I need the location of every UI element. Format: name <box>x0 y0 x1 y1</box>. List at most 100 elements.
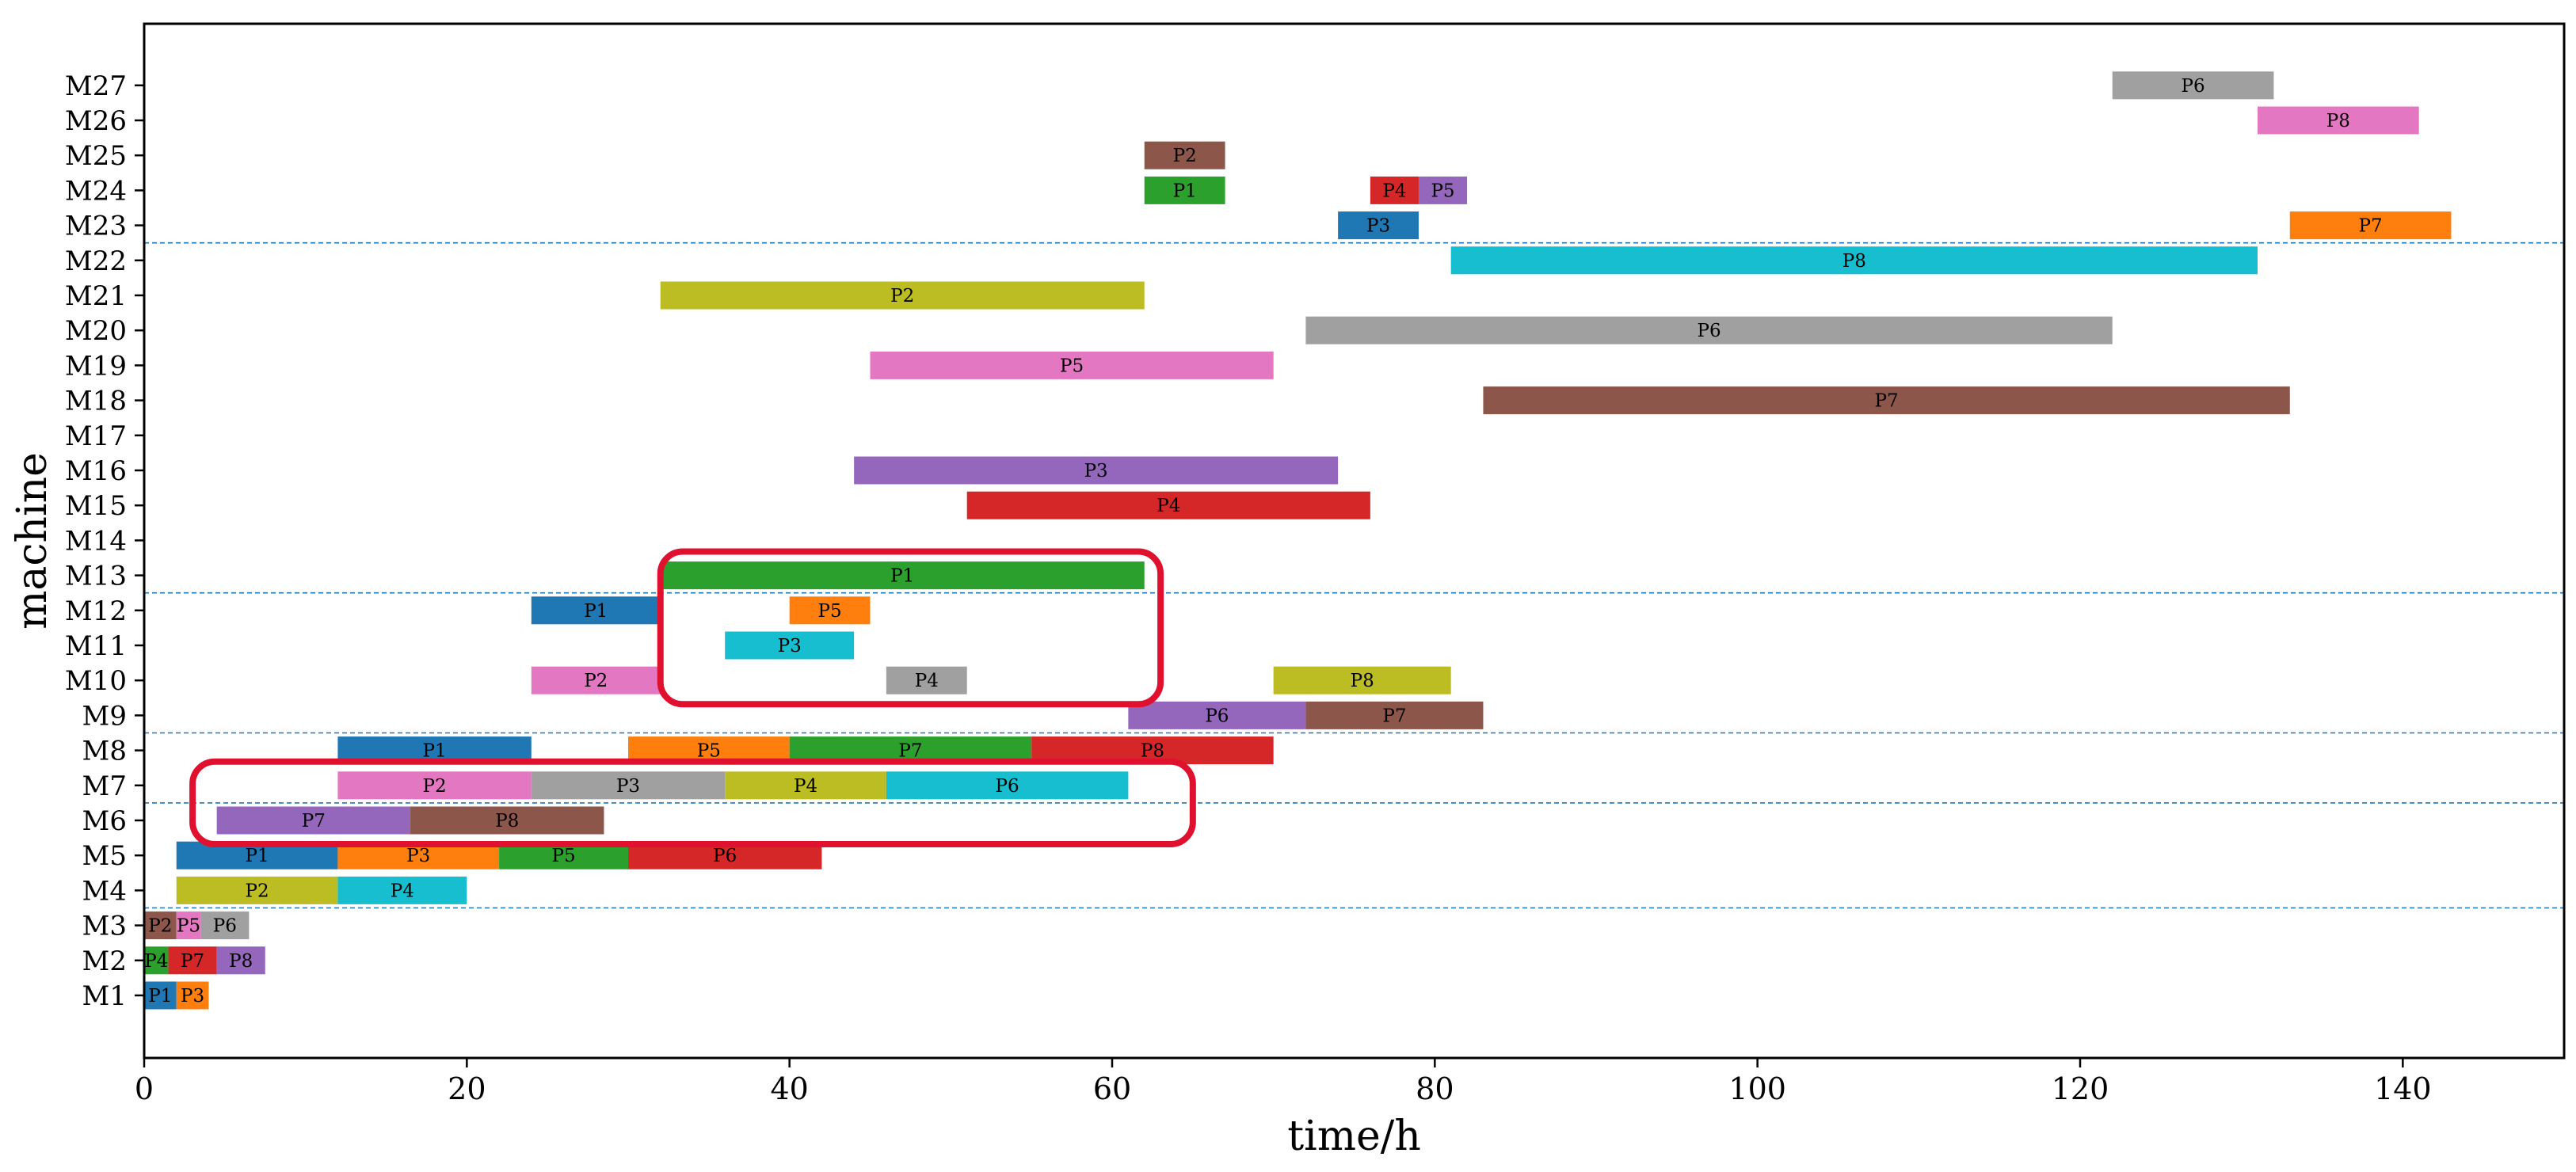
task-bar <box>725 771 886 800</box>
task-bar-group: P4 <box>144 946 169 975</box>
task-bar-label: P5 <box>1060 356 1084 376</box>
task-bar <box>144 946 169 975</box>
task-bar <box>870 351 1274 379</box>
task-bar <box>531 666 661 694</box>
task-bar-label: P5 <box>551 846 575 866</box>
task-bar <box>176 981 209 1010</box>
y-tick-label: M22 <box>65 245 127 277</box>
task-bar <box>1418 176 1468 204</box>
task-bar-label: P2 <box>584 671 608 691</box>
task-bar-label: P2 <box>423 776 447 797</box>
task-bar-label: P6 <box>996 776 1019 797</box>
task-bar-group: P2 <box>176 876 338 904</box>
y-tick-label: M19 <box>65 350 127 382</box>
task-bar-group: P2 <box>1144 141 1225 169</box>
y-tick-label: M17 <box>65 420 127 452</box>
task-bar-group: P3 <box>725 631 855 660</box>
task-bar-label: P7 <box>181 951 204 972</box>
task-bar <box>531 771 726 800</box>
plot-frame <box>143 22 2566 1060</box>
x-tick-label: 120 <box>2052 1071 2109 1106</box>
task-bar <box>216 806 411 835</box>
task-bar-label: P7 <box>898 741 922 762</box>
task-bar-label: P7 <box>1382 706 1406 726</box>
task-bar-group: P2 <box>531 666 661 694</box>
task-bar <box>176 876 338 904</box>
task-bar <box>531 596 661 625</box>
task-bar <box>660 561 1145 590</box>
task-bar <box>886 666 967 694</box>
task-bar-label: P4 <box>1382 181 1406 201</box>
task-bar-group: P4 <box>725 771 886 800</box>
highlight-box <box>189 758 1196 848</box>
task-bar-group: P6 <box>886 771 1129 800</box>
task-bar-group: P2 <box>144 911 177 940</box>
x-tick-label: 80 <box>1416 1071 1454 1106</box>
stage-boundaries-layer <box>144 242 2564 909</box>
x-axis-title: time/h <box>1287 1113 1421 1160</box>
y-tick-label: M8 <box>82 736 127 767</box>
task-bar <box>966 491 1370 519</box>
y-tick-label: M4 <box>82 875 127 907</box>
task-bar-label: P6 <box>1205 706 1229 726</box>
task-bar-group: P3 <box>854 456 1339 485</box>
task-bar <box>1483 386 2290 415</box>
highlight-layer <box>189 548 1196 848</box>
task-bar <box>200 911 250 940</box>
task-bar-label: P1 <box>1173 181 1197 201</box>
y-axis: M1M2M3M4M5M6M7M8M9M10M11M12M13M14M15M16M… <box>65 70 144 1012</box>
task-bar <box>660 281 1145 310</box>
task-bar-group: P8 <box>1273 666 1451 694</box>
task-bar-group: P3 <box>1338 211 1419 240</box>
x-tick-label: 0 <box>135 1071 154 1106</box>
task-bar <box>1273 666 1451 694</box>
task-bar-group: P4 <box>966 491 1370 519</box>
task-bar <box>1144 141 1225 169</box>
y-tick-label: M11 <box>65 630 127 662</box>
task-bar <box>410 806 604 835</box>
task-bar-label: P8 <box>495 811 519 831</box>
task-bar-label: P6 <box>2182 76 2205 97</box>
task-bar-label: P4 <box>391 881 414 901</box>
task-bar-label: P5 <box>697 741 721 762</box>
task-bar-group: P8 <box>2258 106 2419 135</box>
y-tick-label: M2 <box>82 946 127 977</box>
task-bar <box>789 596 871 625</box>
task-bar-label: P2 <box>148 916 172 937</box>
task-bar <box>1370 176 1419 204</box>
task-bar-group: P5 <box>789 596 871 625</box>
task-bar <box>1338 211 1419 240</box>
x-axis: 0 20 40 60 80 100 120 140 <box>135 1058 2432 1106</box>
task-bar-label: P3 <box>778 636 802 656</box>
task-bar-label: P7 <box>1875 391 1899 412</box>
y-tick-label: M15 <box>65 490 127 522</box>
task-bar-group: P1 <box>660 561 1145 590</box>
task-bar-group: P6 <box>200 911 250 940</box>
task-bar-group: P1 <box>531 596 661 625</box>
task-bar-label: P1 <box>584 601 608 622</box>
task-bar-group: P2 <box>660 281 1145 310</box>
y-tick-label: M1 <box>82 980 127 1012</box>
y-tick-label: M10 <box>65 665 127 697</box>
task-bar-label: P3 <box>616 776 640 797</box>
y-tick-label: M24 <box>65 175 127 207</box>
task-bar-group: P2 <box>337 771 532 800</box>
task-bar-group: P7 <box>2289 211 2452 240</box>
x-tick-label: 140 <box>2374 1071 2432 1106</box>
task-bar-label: P4 <box>144 951 168 972</box>
task-bar-label: P8 <box>1351 671 1374 691</box>
task-bar-group: P8 <box>1450 246 2258 275</box>
task-bar-label: P2 <box>890 286 914 306</box>
bars-layer: P1 P3 P4 P7 P8 P2 P5 P6 P2 P4 P1 P3 P5 P6 P7 P8 P2 P3 P4 P6… <box>144 71 2452 1010</box>
task-bar-group: P6 <box>1305 316 2113 344</box>
y-tick-label: M23 <box>65 211 127 242</box>
task-bar-group: P8 <box>216 946 265 975</box>
task-bar-group: P7 <box>216 806 411 835</box>
task-bar-label: P8 <box>1141 741 1164 762</box>
task-bar <box>216 946 265 975</box>
x-tick-label: 60 <box>1093 1071 1131 1106</box>
task-bar-label: P5 <box>1431 181 1454 201</box>
y-tick-label: M14 <box>65 525 127 557</box>
task-bar <box>2258 106 2419 135</box>
